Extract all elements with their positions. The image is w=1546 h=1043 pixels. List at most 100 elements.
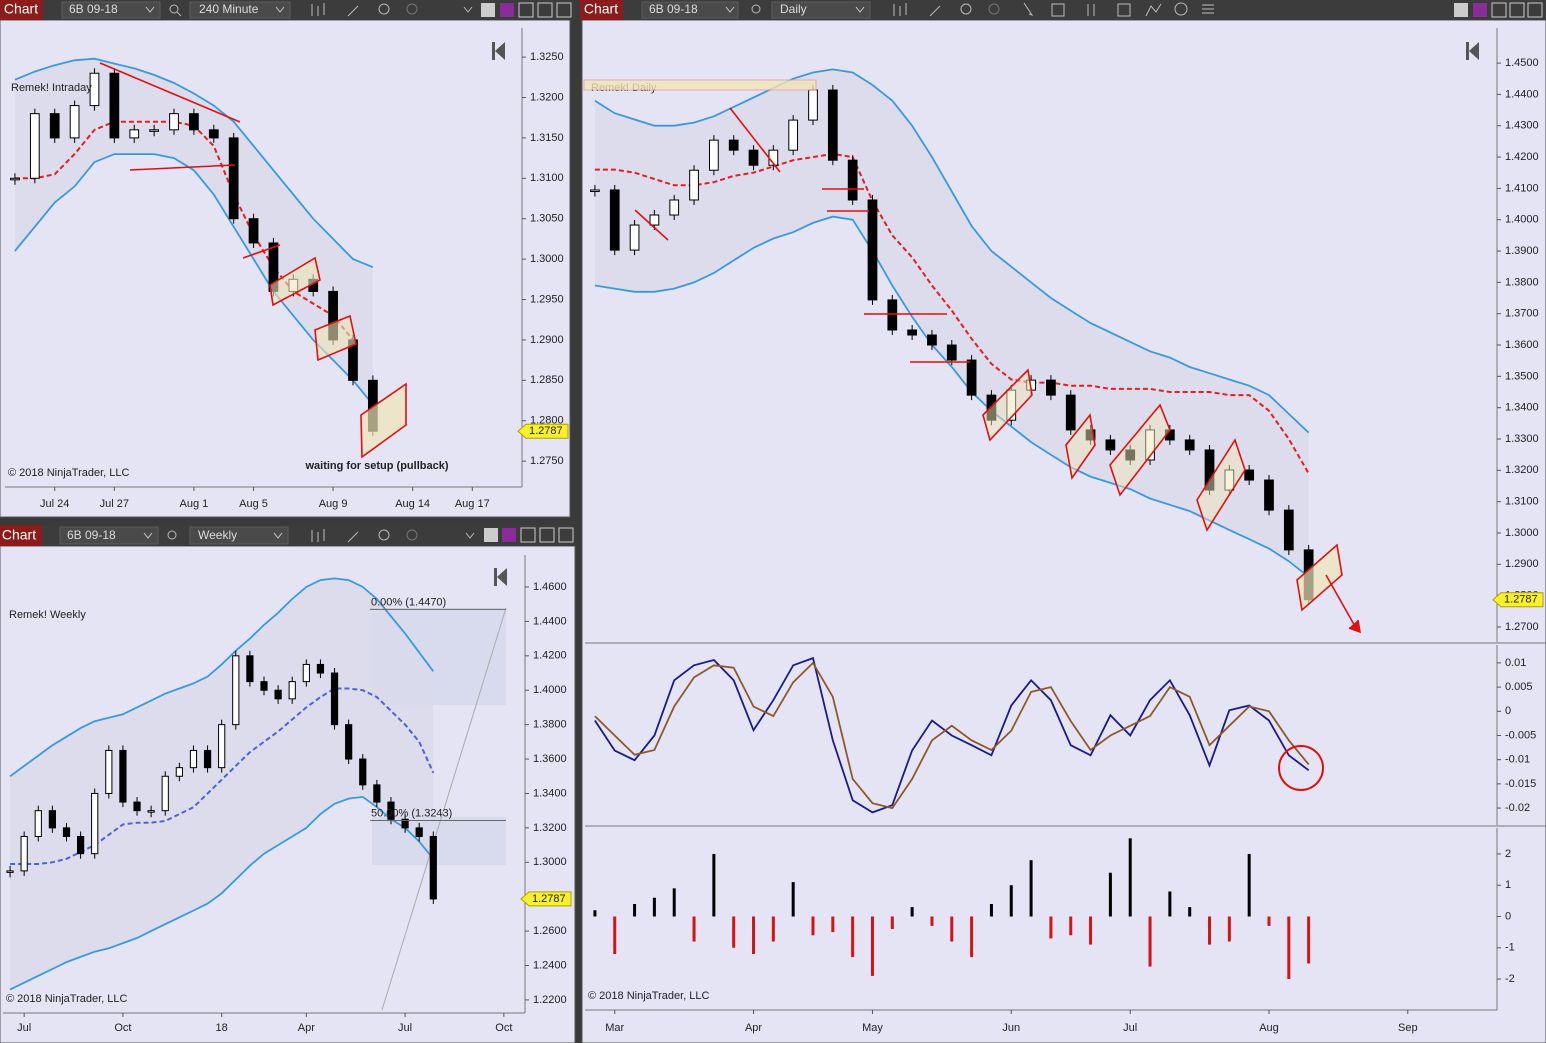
y-tick-label: 1.3000 [533,856,567,868]
interval-dropdown[interactable] [189,1,291,19]
x-tick-label: Jun [1002,1022,1020,1034]
band-fill [14,58,373,405]
candle [246,655,254,683]
chart-tab[interactable] [0,0,43,20]
last-price-label: 1.2787 [1504,594,1538,606]
candle [1105,439,1116,451]
chart-tab-label: Chart [584,1,618,17]
toolbar: Chart 6B 09-18 240 Minute [0,0,575,20]
interval-dropdown[interactable] [771,1,871,19]
candle [669,199,680,216]
candle [175,767,183,777]
y-tick-label: 1 [1505,879,1511,891]
bar [593,910,597,917]
copyright: © 2018 NinjaTrader, LLC [6,993,127,1005]
candle [1184,439,1195,451]
y-tick-label: 1.4100 [1505,182,1539,194]
chart-tab-label: Chart [4,1,38,17]
candle [867,199,878,301]
bar [1029,860,1033,917]
candle [401,818,409,829]
y-tick-label: 1.4400 [1505,88,1539,100]
series-line [594,656,1310,814]
y-tick-label: 1.3400 [1505,402,1539,414]
y-tick-label: 1.2900 [1505,558,1539,570]
bar [870,916,874,976]
candle [429,835,437,900]
candle [218,724,226,769]
y-tick-label: 1.2750 [530,455,564,467]
y-tick-label: 1.4400 [533,615,567,627]
candle [288,681,296,700]
candle [133,801,141,812]
x-tick-label: Oct [114,1022,131,1034]
band-line [594,68,1310,434]
candle [1065,394,1076,431]
candle [119,749,127,803]
candle [109,72,120,139]
chart-tab[interactable] [0,525,42,546]
y-tick-label: 1.3100 [530,172,564,184]
chart-tab-label: Chart [2,527,36,543]
fib-diagonal [381,607,507,1011]
y-tick-label: 1.3200 [530,91,564,103]
instrument-dropdown[interactable] [641,1,739,19]
bar [1307,916,1311,964]
candle [248,218,259,244]
y-tick-label: -0.005 [1505,729,1536,741]
bar [1069,916,1073,936]
instrument-dropdown[interactable] [59,526,159,545]
candle [373,784,381,803]
bar [1089,916,1093,945]
candle [302,663,310,683]
interval: Weekly [198,528,237,542]
bar [633,903,637,917]
candle [590,189,600,192]
y-tick-label: 1.2800 [530,415,564,427]
candle [788,119,799,151]
scroll-end-icons [492,42,1479,586]
candle [629,224,640,251]
copyright: © 2018 NinjaTrader, LLC [588,990,709,1002]
candle [887,299,898,331]
bar [1247,853,1251,917]
interval: Daily [780,2,807,16]
y-tick-label: 0.005 [1505,681,1533,693]
interval-dropdown[interactable] [189,526,289,545]
y-tick-label: 1.3100 [1505,496,1539,508]
fib-label: 0.00% (1.4470) [371,596,446,608]
instrument-dropdown[interactable] [61,1,161,19]
y-tick-label: 1.2850 [530,374,564,386]
x-tick-label: Sep [1398,1022,1418,1034]
candle [232,655,240,726]
y-tick-label: 1.3050 [530,213,564,225]
candle [649,214,660,226]
candle [129,129,140,139]
daily-zone [583,79,817,91]
y-tick-label: 1.3600 [1505,339,1539,351]
x-tick-label: Apr [298,1022,315,1034]
bar [1168,891,1172,917]
candle [1264,479,1274,511]
candle [1046,379,1056,396]
last-price-label: 1.2787 [529,425,563,437]
toolbar: Chart 6B 09-18 Daily [580,0,1546,20]
y-tick-label: 1.4300 [1505,120,1539,132]
bar [1267,916,1271,926]
y-tick-label: 1.4000 [533,684,567,696]
copyright: © 2018 NinjaTrader, LLC [8,467,129,479]
bar [1208,916,1212,945]
y-tick-label: 1.3700 [1505,308,1539,320]
bar [1049,916,1053,939]
chart-tab[interactable] [580,0,623,20]
bar [791,882,795,917]
instrument: 6B 09-18 [69,2,118,16]
candle [48,810,56,829]
y-tick-label: 0 [1505,910,1511,922]
candle [387,801,395,820]
candle [49,113,60,139]
bar [970,916,974,958]
y-tick-label: 1.3200 [533,822,567,834]
